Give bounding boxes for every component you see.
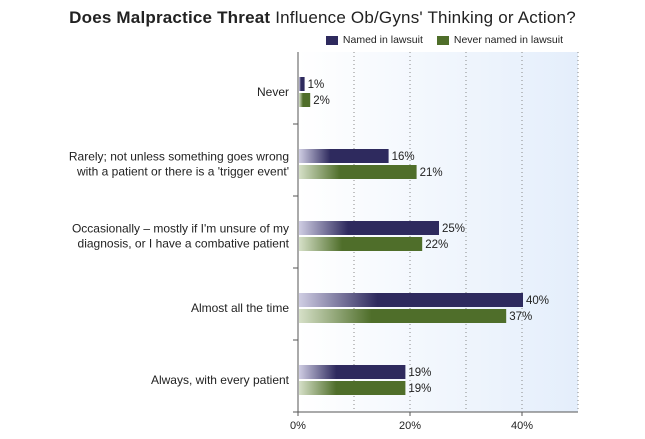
- bar-named: [299, 221, 439, 235]
- chart-title-bold: Does Malpractice Threat: [69, 8, 271, 27]
- legend-label-never-named: Never named in lawsuit: [453, 34, 563, 46]
- value-label-never-named: 21%: [420, 167, 443, 179]
- chart-title: Does Malpractice Threat Influence Ob/Gyn…: [0, 8, 645, 28]
- value-label-named: 19%: [408, 367, 431, 379]
- bar-never-named: [299, 165, 417, 179]
- value-label-never-named: 19%: [408, 383, 431, 395]
- category-label: Occasionally – mostly if I'm unsure of m…: [72, 222, 289, 236]
- legend: Named in lawsuit Never named in lawsuit: [325, 34, 563, 46]
- bar-named: [299, 293, 523, 307]
- bar-never-named: [299, 93, 311, 107]
- legend-item-never-named: Never named in lawsuit: [436, 34, 563, 46]
- x-tick-label: 20%: [399, 420, 421, 432]
- category-label: Never: [257, 85, 289, 99]
- value-label-named: 40%: [526, 295, 549, 307]
- value-label-never-named: 22%: [425, 239, 448, 251]
- bar-named: [299, 149, 389, 163]
- bar-named: [299, 365, 406, 379]
- value-label-never-named: 37%: [509, 311, 532, 323]
- value-label-never-named: 2%: [313, 95, 330, 107]
- legend-swatch-named: [325, 35, 338, 45]
- legend-label-named: Named in lawsuit: [342, 34, 423, 46]
- category-label: Almost all the time: [191, 301, 289, 315]
- category-label: diagnosis, or I have a combative patient: [78, 237, 290, 251]
- category-label: Always, with every patient: [151, 373, 290, 387]
- category-label: Rarely; not unless something goes wrong: [69, 150, 289, 164]
- bar-never-named: [299, 237, 423, 251]
- bar-never-named: [299, 309, 507, 323]
- x-tick-label: 40%: [511, 420, 533, 432]
- value-label-named: 16%: [392, 151, 415, 163]
- category-label: with a patient or there is a 'trigger ev…: [76, 165, 289, 179]
- legend-swatch-never-named: [436, 35, 449, 45]
- bar-never-named: [299, 381, 406, 395]
- x-tick-label: 0%: [290, 420, 306, 432]
- chart-title-rest: Influence Ob/Gyns' Thinking or Action?: [275, 8, 576, 27]
- value-label-named: 1%: [308, 79, 325, 91]
- bar-named: [299, 77, 305, 91]
- legend-item-named: Named in lawsuit: [325, 34, 423, 46]
- value-label-named: 25%: [442, 223, 465, 235]
